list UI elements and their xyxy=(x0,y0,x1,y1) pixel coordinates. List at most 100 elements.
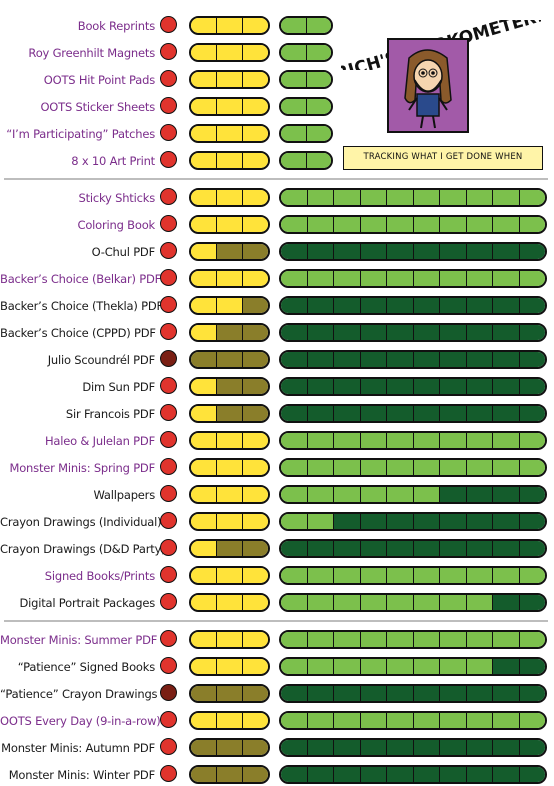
item-link[interactable]: Roy Greenhilt Magnets xyxy=(28,46,155,60)
item-link[interactable]: Haleo & Julelan PDF xyxy=(44,434,155,448)
progress-segment xyxy=(412,632,439,647)
progress-segment xyxy=(333,352,360,367)
progress-segment xyxy=(412,298,439,313)
item-label: Wallpapers xyxy=(93,488,155,502)
progress-segment xyxy=(306,433,333,448)
progress-segment xyxy=(386,271,413,286)
progress-segment xyxy=(216,153,242,168)
progress-segment xyxy=(281,126,306,141)
progress-segment xyxy=(191,126,216,141)
item-link[interactable]: Backer’s Choice (Belkar) PDF xyxy=(0,272,162,286)
progress-segment xyxy=(242,72,268,87)
progress-segment xyxy=(281,406,307,421)
progress-segment xyxy=(412,352,439,367)
progress-segment xyxy=(242,244,268,259)
progress-segment xyxy=(439,217,466,232)
progress-segment xyxy=(191,271,216,286)
tracker-row: Sticky Shticks xyxy=(0,187,554,209)
progress-segment xyxy=(333,217,360,232)
yellow-progress-bar xyxy=(189,350,270,369)
progress-segment xyxy=(281,514,307,529)
item-link[interactable]: 8 x 10 Art Print xyxy=(71,154,155,168)
progress-segment xyxy=(386,713,413,728)
progress-segment xyxy=(439,190,466,205)
progress-segment xyxy=(386,325,413,340)
progress-segment xyxy=(242,659,268,674)
item-link[interactable]: OOTS Sticker Sheets xyxy=(40,100,155,114)
progress-segment xyxy=(191,595,216,610)
progress-segment xyxy=(306,767,333,782)
green-progress-bar xyxy=(279,151,333,170)
green-progress-bar xyxy=(279,566,547,585)
progress-segment xyxy=(465,379,492,394)
progress-segment xyxy=(191,18,216,33)
tracker-row: Roy Greenhilt Magnets xyxy=(0,42,554,64)
progress-segment xyxy=(242,126,268,141)
progress-segment xyxy=(281,433,307,448)
progress-segment xyxy=(359,244,386,259)
progress-segment xyxy=(242,433,268,448)
progress-segment xyxy=(518,244,545,259)
progress-segment xyxy=(359,190,386,205)
item-link[interactable]: Coloring Book xyxy=(77,218,156,232)
item-link[interactable]: OOTS Hit Point Pads xyxy=(43,73,155,87)
progress-segment xyxy=(305,45,331,60)
progress-segment xyxy=(306,217,333,232)
green-progress-bar xyxy=(279,215,547,234)
item-link[interactable]: Sticky Shticks xyxy=(78,191,155,205)
progress-segment xyxy=(242,595,268,610)
yellow-progress-bar xyxy=(189,188,270,207)
progress-segment xyxy=(216,217,242,232)
status-dot-icon xyxy=(160,765,177,782)
progress-segment xyxy=(242,45,268,60)
progress-segment xyxy=(359,632,386,647)
progress-segment xyxy=(333,659,360,674)
status-dot-icon xyxy=(160,738,177,755)
progress-segment xyxy=(191,632,216,647)
progress-segment xyxy=(281,352,307,367)
progress-segment xyxy=(305,126,331,141)
progress-segment xyxy=(191,325,216,340)
tracker-row: Book Reprints xyxy=(0,15,554,37)
item-link[interactable]: OOTS Every Day (9-in-a-row) xyxy=(0,714,161,728)
progress-segment xyxy=(242,686,268,701)
progress-segment xyxy=(216,541,242,556)
progress-segment xyxy=(216,99,242,114)
progress-segment xyxy=(242,18,268,33)
progress-segment xyxy=(386,244,413,259)
progress-segment xyxy=(333,244,360,259)
progress-segment xyxy=(306,659,333,674)
green-progress-bar xyxy=(279,323,547,342)
progress-segment xyxy=(518,659,545,674)
progress-segment xyxy=(242,568,268,583)
progress-segment xyxy=(465,632,492,647)
progress-segment xyxy=(191,460,216,475)
progress-segment xyxy=(216,406,242,421)
item-link[interactable]: Monster Minis: Summer PDF xyxy=(0,633,158,647)
progress-segment xyxy=(306,632,333,647)
progress-segment xyxy=(518,217,545,232)
item-link[interactable]: Monster Minis: Spring PDF xyxy=(9,461,156,475)
status-dot-icon xyxy=(160,43,177,60)
yellow-progress-bar xyxy=(189,738,270,757)
progress-segment xyxy=(465,487,492,502)
progress-segment xyxy=(439,298,466,313)
progress-segment xyxy=(412,740,439,755)
progress-segment xyxy=(191,713,216,728)
progress-segment xyxy=(518,433,545,448)
status-dot-icon xyxy=(160,539,177,556)
progress-segment xyxy=(439,514,466,529)
progress-segment xyxy=(306,271,333,286)
item-link[interactable]: Signed Books/Prints xyxy=(44,569,155,583)
progress-segment xyxy=(492,487,519,502)
tracker-row: Monster Minis: Summer PDF xyxy=(0,629,554,651)
item-label: Crayon Drawings (D&D Party) xyxy=(0,542,166,556)
progress-segment xyxy=(518,541,545,556)
tracker-row: Backer’s Choice (CPPD) PDF xyxy=(0,322,554,344)
yellow-progress-bar xyxy=(189,16,270,35)
item-link[interactable]: Book Reprints xyxy=(77,19,155,33)
tracker-row: Monster Minis: Spring PDF xyxy=(0,457,554,479)
progress-segment xyxy=(242,379,268,394)
item-link[interactable]: “I’m Participating” Patches xyxy=(6,127,155,141)
section-divider xyxy=(4,620,548,622)
